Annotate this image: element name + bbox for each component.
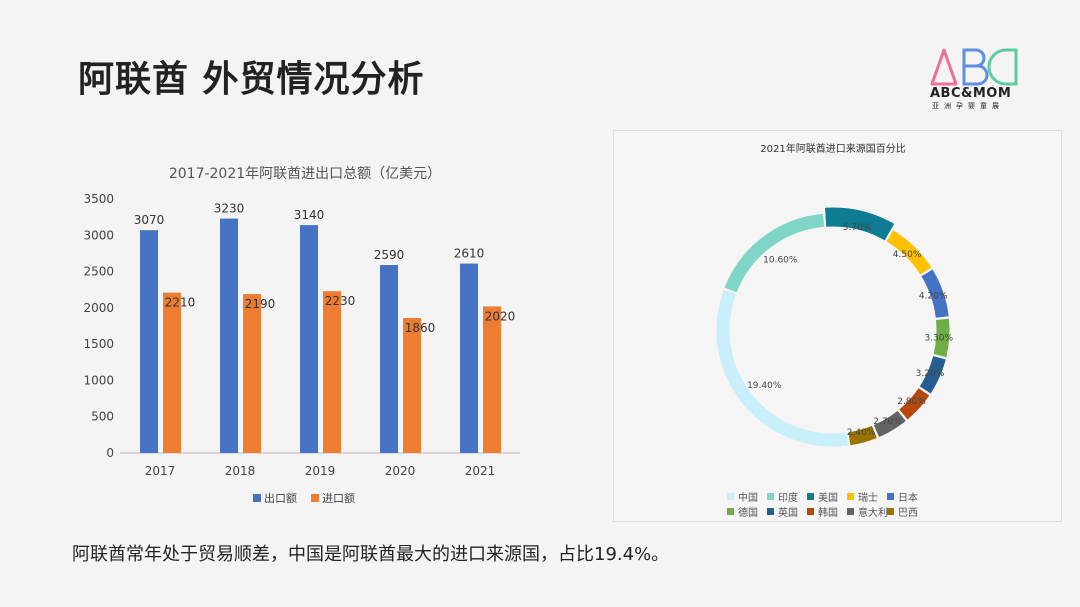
slice-label: 2.70% xyxy=(873,417,902,427)
slice-巴西 xyxy=(848,425,877,446)
bar-出口额 xyxy=(380,265,398,453)
legend-label: 进口额 xyxy=(322,492,355,505)
slice-意大利 xyxy=(873,410,906,438)
legend-label: 印度 xyxy=(778,493,798,504)
data-label: 2590 xyxy=(374,248,405,262)
data-label: 2210 xyxy=(165,296,196,310)
bar-出口额 xyxy=(460,263,478,453)
legend-swatch xyxy=(767,508,774,515)
legend-label: 美国 xyxy=(818,493,838,504)
legend-item: 印度 xyxy=(767,489,798,504)
y-tick-label: 2000 xyxy=(83,301,114,315)
bar-进口额 xyxy=(323,291,341,453)
y-tick-label: 0 xyxy=(106,446,114,460)
slice-label: 4.20% xyxy=(919,291,948,301)
slice-label: 10.60% xyxy=(763,256,798,266)
slice-印度 xyxy=(724,213,825,293)
legend-label: 韩国 xyxy=(818,508,838,519)
data-label: 3230 xyxy=(214,202,245,216)
data-label: 2190 xyxy=(245,297,276,311)
slice-label: 2.80% xyxy=(897,397,926,407)
x-tick-label: 2018 xyxy=(225,464,256,478)
slice-美国 xyxy=(825,207,895,241)
y-tick-label: 1500 xyxy=(83,337,114,351)
slice-德国 xyxy=(933,318,950,358)
y-tick-label: 3000 xyxy=(83,228,114,242)
y-tick-label: 1000 xyxy=(83,373,114,387)
data-label: 2020 xyxy=(485,309,516,323)
slice-label: 3.20% xyxy=(916,369,945,379)
bar-进口额 xyxy=(243,294,261,453)
legend-label: 德国 xyxy=(738,508,758,519)
legend-label: 出口额 xyxy=(264,491,297,505)
bar-出口额 xyxy=(220,218,238,453)
data-label: 3070 xyxy=(134,213,165,227)
legend-item: 英国 xyxy=(767,504,798,519)
logo-text: ABC&MOM xyxy=(930,86,1012,101)
legend-label: 日本 xyxy=(898,493,918,504)
x-tick-label: 2017 xyxy=(145,464,176,478)
x-tick-label: 2020 xyxy=(385,464,416,478)
legend-swatch xyxy=(727,508,734,515)
legend-item: 日本 xyxy=(887,489,918,504)
bar-进口额 xyxy=(403,318,421,453)
slice-label: 2.40% xyxy=(847,428,876,438)
slice-label: 5.70% xyxy=(843,223,872,233)
slice-label: 4.50% xyxy=(893,250,922,260)
y-tick-label: 500 xyxy=(91,410,114,424)
legend-item: 韩国 xyxy=(807,504,838,519)
donut-chart: 2021年阿联酋进口来源国百分比 19.40% 10.60% 5.70% 4.50% 4.… xyxy=(716,142,953,447)
legend-item: 意大利 xyxy=(847,504,888,519)
slice-瑞士 xyxy=(886,230,932,275)
page-title: 阿联酋 外贸情况分析 xyxy=(78,59,425,100)
slice-label: 3.30% xyxy=(924,333,953,343)
slice-label: 19.40% xyxy=(747,381,782,391)
data-label: 2610 xyxy=(454,247,485,261)
logo-subtext: 亚洲孕婴童展 xyxy=(932,102,1004,110)
data-label: 2230 xyxy=(325,294,356,308)
bar-进口额 xyxy=(163,292,181,453)
legend-label: 瑞士 xyxy=(858,493,878,504)
legend-item: 瑞士 xyxy=(847,489,878,504)
legend-item: 中国 xyxy=(727,489,758,504)
data-label: 1860 xyxy=(405,321,436,335)
pie-panel xyxy=(613,130,1062,522)
legend-swatch xyxy=(807,493,814,500)
x-tick-label: 2019 xyxy=(305,464,336,478)
legend-swatch xyxy=(847,508,854,515)
bar-chart: 2017-2021年阿联酋进出口总额（亿美元） 0 500 1000 1500 2000 2… xyxy=(83,165,520,505)
legend-swatch xyxy=(847,493,854,500)
legend-swatch xyxy=(727,493,734,500)
chart-title: 2017-2021年阿联酋进出口总额（亿美元） xyxy=(169,165,441,182)
summary-text: 阿联酋常年处于贸易顺差，中国是阿联酋最大的进口来源国，占比19.4%。 xyxy=(72,544,670,565)
y-tick-label: 3500 xyxy=(83,192,114,206)
bar-出口额 xyxy=(300,225,318,453)
data-label: 3140 xyxy=(294,208,325,222)
legend-swatch xyxy=(887,493,894,500)
legend-label: 意大利 xyxy=(858,508,888,519)
x-tick-label: 2021 xyxy=(465,464,496,478)
legend-label: 巴西 xyxy=(898,508,918,519)
y-tick-label: 2500 xyxy=(83,265,114,279)
legend-item: 德国 xyxy=(727,504,758,519)
legend-label: 中国 xyxy=(738,493,758,504)
legend-swatch xyxy=(767,493,774,500)
slice-中国 xyxy=(716,289,848,447)
logo xyxy=(930,48,1018,86)
chart-title: 2021年阿联酋进口来源国百分比 xyxy=(760,142,905,155)
legend-swatch xyxy=(887,508,894,515)
legend-swatch xyxy=(311,494,319,502)
slice-英国 xyxy=(919,355,946,394)
slice-日本 xyxy=(921,269,949,318)
legend-item: 美国 xyxy=(807,489,838,504)
bar-进口额 xyxy=(483,306,501,453)
slice-韩国 xyxy=(899,388,930,420)
legend-swatch xyxy=(807,508,814,515)
legend-item: 巴西 xyxy=(887,504,918,519)
bar-出口额 xyxy=(140,230,158,453)
legend-label: 英国 xyxy=(778,508,798,519)
legend-swatch xyxy=(253,494,261,502)
